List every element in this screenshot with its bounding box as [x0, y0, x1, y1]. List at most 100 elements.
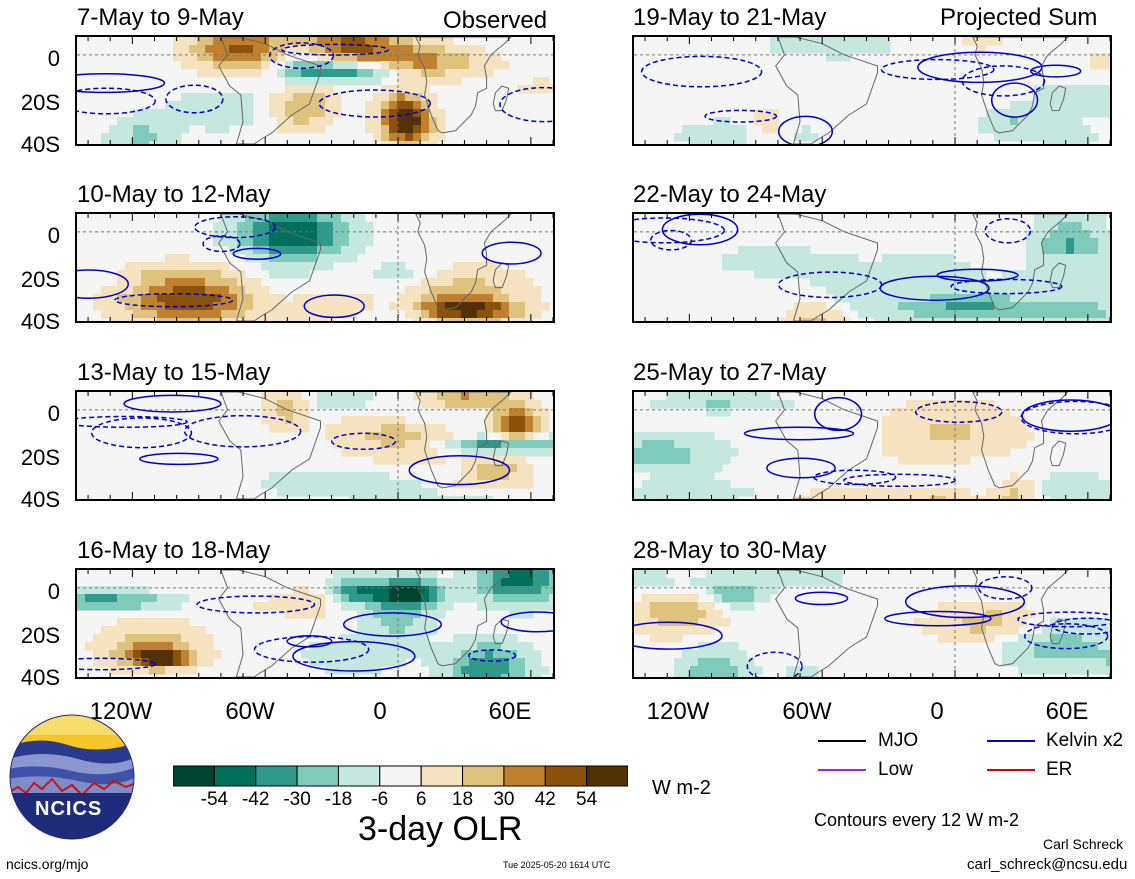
kelvin-contour — [977, 576, 1033, 600]
kelvin-contour — [880, 58, 995, 81]
colorbar-tick-label: -18 — [324, 789, 353, 810]
x-tick-label: 60W — [782, 698, 832, 725]
site-url[interactable]: ncics.org/mjo — [6, 856, 89, 872]
kelvin-contour — [777, 271, 883, 299]
panel-tag-observed: Observed — [443, 7, 548, 34]
kelvin-contour — [1017, 611, 1110, 628]
colorbar-swatch — [503, 765, 546, 787]
y-tick-label: 0 — [47, 223, 60, 248]
x-tick-label: 60E — [1045, 698, 1089, 725]
y-tick-label: 40S — [20, 487, 60, 512]
kelvin-contour — [743, 426, 855, 441]
kelvin-contour — [813, 396, 863, 432]
kelvin-contour — [253, 635, 370, 663]
kelvin-contour — [500, 611, 553, 633]
olr-field — [77, 392, 553, 499]
panel-title-7: 25-May to 27-May — [633, 359, 827, 386]
legend-label-kelvin: Kelvin x2 — [1046, 730, 1124, 751]
colorbar-swatch — [420, 765, 464, 787]
colorbar-tick-label: 42 — [534, 789, 556, 810]
olr-field — [77, 37, 553, 144]
colorbar-swatch — [379, 765, 422, 787]
legend-line-low — [818, 769, 866, 771]
kelvin-contour — [650, 229, 692, 251]
kelvin-contour — [984, 218, 1032, 244]
kelvin-contour — [77, 87, 156, 115]
kelvin-contour — [481, 241, 542, 265]
kelvin-contour — [331, 432, 397, 451]
legend-line-mjo — [818, 740, 866, 742]
kelvin-contour — [777, 115, 834, 144]
kelvin-contour — [1024, 623, 1109, 650]
olr-map-panel-3 — [75, 390, 555, 501]
legend-label-mjo: MJO — [878, 730, 919, 751]
kelvin-contour — [990, 82, 1039, 118]
kelvin-contour — [139, 452, 219, 466]
logo-text: NCICS — [35, 798, 103, 820]
kelvin-contour — [1051, 617, 1110, 635]
colorbar-tick-label: 6 — [415, 789, 427, 810]
colorbar-swatch — [337, 765, 381, 787]
colorbar-swatch — [213, 765, 257, 787]
kelvin-contour — [318, 89, 431, 118]
kelvin-contour — [292, 640, 416, 672]
contour-note: Contours every 12 W m-2 — [814, 810, 1020, 830]
kelvin-contour — [914, 400, 1003, 423]
y-tick-label: 20S — [20, 445, 60, 470]
x-tick-label: 0 — [930, 698, 944, 725]
kelvin-contour — [196, 595, 316, 614]
kelvin-contour — [232, 247, 282, 260]
y-tick-label: 0 — [47, 579, 60, 604]
kelvin-contour — [77, 415, 188, 429]
author-email[interactable]: carl_schreck@ncsu.edu — [967, 856, 1128, 873]
x-tick-label: 120W — [646, 698, 710, 725]
panel-title-6: 22-May to 24-May — [633, 181, 827, 208]
ncics-logo — [9, 714, 135, 840]
y-tick-label: 20S — [20, 623, 60, 648]
legend-label-low: Low — [878, 759, 913, 780]
y-tick-label: 40S — [20, 309, 60, 334]
colorbar-swatch — [296, 765, 339, 787]
legend-line-kelvin — [987, 740, 1035, 742]
colorbar-tick-label: 54 — [576, 789, 598, 810]
kelvin-contour — [766, 457, 836, 479]
olr-map-panel-1 — [75, 35, 555, 146]
colorbar-tick-label: -54 — [200, 789, 229, 810]
kelvin-contour — [114, 292, 234, 308]
y-tick-label: 20S — [20, 90, 60, 115]
panel-tag-projected: Projected Sum — [940, 4, 1098, 31]
kelvin-contour — [281, 43, 390, 56]
kelvin-contour — [268, 42, 335, 70]
kelvin-contour — [917, 51, 1043, 84]
kelvin-contour — [640, 55, 763, 88]
olr-field — [77, 570, 553, 677]
colorbar-tick-label: -42 — [241, 789, 270, 810]
panel-title-3: 13-May to 15-May — [77, 359, 271, 386]
olr-field — [634, 392, 1110, 499]
x-tick-label: 120W — [89, 698, 153, 725]
author-name: Carl Schreck — [1043, 836, 1124, 852]
colorbar-tick-label: 30 — [493, 789, 515, 810]
kelvin-contour — [1030, 64, 1082, 78]
kelvin-contour — [499, 86, 553, 123]
kelvin-contour — [90, 417, 193, 449]
panel-title-1: 7-May to 9-May — [77, 4, 244, 31]
olr-map-panel-7 — [632, 390, 1112, 501]
olr-map-panel-6 — [632, 212, 1112, 323]
legend-label-er: ER — [1046, 759, 1073, 780]
colorbar-swatch — [586, 765, 628, 787]
kelvin-contour — [704, 109, 778, 123]
olr-map-panel-8 — [632, 568, 1112, 679]
colorbar-swatch — [462, 765, 505, 787]
kelvin-contour — [77, 73, 166, 94]
x-tick-label: 60W — [225, 698, 275, 725]
kelvin-contour — [77, 657, 157, 671]
kelvin-contour — [661, 214, 739, 246]
colorbar-swatch — [255, 765, 298, 787]
olr-map-panel-2 — [75, 212, 555, 323]
kelvin-contour — [746, 651, 803, 677]
colorbar — [173, 765, 628, 787]
colorbar-tick-label: -6 — [371, 789, 389, 810]
kelvin-contour — [77, 269, 129, 299]
olr-map-panel-4 — [75, 568, 555, 679]
